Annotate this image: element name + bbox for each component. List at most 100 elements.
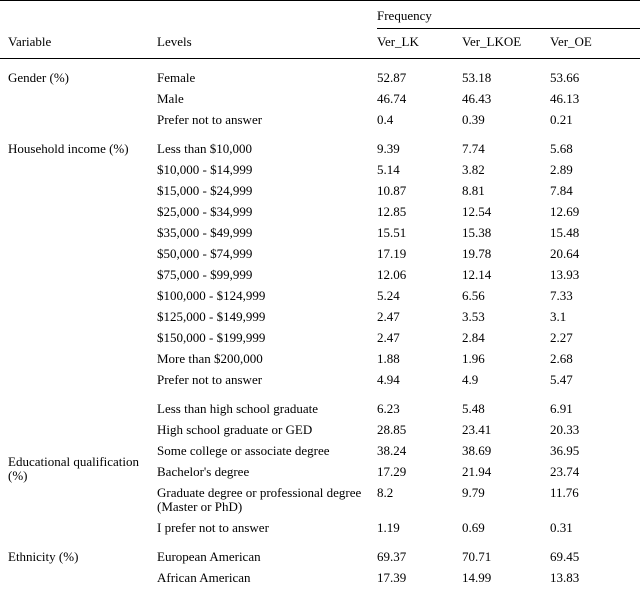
value-cell: 69.45 xyxy=(550,549,580,564)
variable-cell: Educational qualification (%) xyxy=(8,453,140,483)
value-cell: 2.47 xyxy=(377,330,400,345)
value-cell: 38.69 xyxy=(462,443,492,458)
value-cell: 14.99 xyxy=(462,570,492,585)
value-cell: 15.38 xyxy=(462,225,492,240)
value-cell: 13.83 xyxy=(550,570,580,585)
value-cell: 3.82 xyxy=(462,162,485,177)
level-cell: European American xyxy=(157,549,261,564)
value-cell: 53.18 xyxy=(462,70,492,85)
level-cell: $100,000 - $124,999 xyxy=(157,288,266,303)
value-cell: 46.13 xyxy=(550,91,580,106)
value-cell: 23.74 xyxy=(550,464,580,479)
level-cell: $15,000 - $24,999 xyxy=(157,183,253,198)
column-header-variable: Variable xyxy=(0,28,157,59)
spanner-row: Frequency xyxy=(0,0,640,29)
table-row: Educational qualification (%) Less than h… xyxy=(0,390,640,483)
value-cell: 3.1 xyxy=(550,309,567,324)
table-row: Household income (%) Less than $10,000 9.3… xyxy=(0,130,640,159)
frequency-spanner-label: Frequency xyxy=(377,0,640,29)
value-cell: 9.39 xyxy=(377,141,400,156)
table-row: Male 46.74 46.43 46.13 xyxy=(0,88,640,109)
value-cell: 21.94 xyxy=(462,464,492,479)
column-header-levels: Levels xyxy=(157,28,377,59)
value-cell: 2.84 xyxy=(462,330,485,345)
value-cell: 10.87 xyxy=(377,183,407,198)
value-cell: 15.48 xyxy=(550,225,580,240)
level-cell: $25,000 - $34,999 xyxy=(157,204,253,219)
frequency-table: Frequency Variable Levels Ver_LK Ver_LKO… xyxy=(0,0,640,589)
spanner-empty-cell xyxy=(157,0,377,29)
value-cell: 0.21 xyxy=(550,112,573,127)
value-cell: 17.19 xyxy=(377,246,407,261)
value-cell: 2.47 xyxy=(377,309,400,324)
table-row: $25,000 - $34,999 12.85 12.54 12.69 xyxy=(0,201,640,222)
value-cell: 5.47 xyxy=(550,372,573,387)
value-cell: 8.2 xyxy=(377,485,394,500)
value-cell: 2.27 xyxy=(550,330,573,345)
value-cell: 0.39 xyxy=(462,112,485,127)
value-cell: 12.69 xyxy=(550,204,580,219)
value-cell: 0.4 xyxy=(377,112,394,127)
table-row: I prefer not to answer 1.19 0.69 0.31 xyxy=(0,517,640,538)
value-cell: 12.14 xyxy=(462,267,492,282)
table-body: Gender (%) Female 52.87 53.18 53.66 Male 46.74… xyxy=(0,59,640,589)
column-header-ver-lkoe: Ver_LKOE xyxy=(462,28,550,59)
value-cell: 4.9 xyxy=(462,372,479,387)
level-cell: Bachelor's degree xyxy=(157,464,250,479)
table-row: $100,000 - $124,999 5.24 6.56 7.33 xyxy=(0,285,640,306)
value-cell: 15.51 xyxy=(377,225,407,240)
variable-cell: Household income (%) xyxy=(8,141,129,156)
level-cell: Some college or associate degree xyxy=(157,443,330,458)
value-cell: 3.53 xyxy=(462,309,485,324)
table-row: $15,000 - $24,999 10.87 8.81 7.84 xyxy=(0,180,640,201)
level-cell: Graduate degree or professional degree (… xyxy=(157,485,362,514)
table-row: $150,000 - $199,999 2.47 2.84 2.27 xyxy=(0,327,640,348)
value-cell: 12.06 xyxy=(377,267,407,282)
value-cell: 5.68 xyxy=(550,141,573,156)
table-row: Gender (%) Female 52.87 53.18 53.66 xyxy=(0,59,640,89)
value-cell: 69.37 xyxy=(377,549,407,564)
variable-cell: Gender (%) xyxy=(8,70,69,85)
level-cell: $35,000 - $49,999 xyxy=(157,225,253,240)
value-cell: 6.91 xyxy=(550,401,573,416)
value-cell: 7.33 xyxy=(550,288,573,303)
level-cell: $10,000 - $14,999 xyxy=(157,162,253,177)
table-row: $50,000 - $74,999 17.19 19.78 20.64 xyxy=(0,243,640,264)
table-row: African American 17.39 14.99 13.83 xyxy=(0,567,640,588)
value-cell: 1.96 xyxy=(462,351,485,366)
value-cell: 19.78 xyxy=(462,246,492,261)
value-cell: 6.23 xyxy=(377,401,400,416)
value-cell: 70.71 xyxy=(462,549,492,564)
value-cell: 20.33 xyxy=(550,422,580,437)
value-cell: 11.76 xyxy=(550,485,579,500)
value-cell: 8.81 xyxy=(462,183,485,198)
level-cell: Prefer not to answer xyxy=(157,112,263,127)
value-cell: 7.84 xyxy=(550,183,573,198)
table-row: Ethnicity (%) European American 69.37 70.71… xyxy=(0,538,640,567)
value-cell: 7.74 xyxy=(462,141,485,156)
value-cell: 1.88 xyxy=(377,351,400,366)
table-row: $10,000 - $14,999 5.14 3.82 2.89 xyxy=(0,159,640,180)
table-row: $125,000 - $149,999 2.47 3.53 3.1 xyxy=(0,306,640,327)
value-cell: 0.69 xyxy=(462,520,485,535)
level-cell: High school graduate or GED xyxy=(157,422,313,437)
level-cell: $75,000 - $99,999 xyxy=(157,267,253,282)
level-cell: Male xyxy=(157,91,184,106)
value-cell: 12.54 xyxy=(462,204,492,219)
value-cell: 6.56 xyxy=(462,288,485,303)
table-row: Prefer not to answer 4.94 4.9 5.47 xyxy=(0,369,640,390)
variable-cell: Ethnicity (%) xyxy=(8,549,79,564)
table-row: $75,000 - $99,999 12.06 12.14 13.93 xyxy=(0,264,640,285)
value-cell: 46.43 xyxy=(462,91,492,106)
value-cell: 5.24 xyxy=(377,288,400,303)
level-cell: Less than $10,000 xyxy=(157,141,252,156)
value-cell: 12.85 xyxy=(377,204,407,219)
value-cell: 52.87 xyxy=(377,70,407,85)
value-cell: 23.41 xyxy=(462,422,492,437)
value-cell: 5.14 xyxy=(377,162,400,177)
level-cell: $150,000 - $199,999 xyxy=(157,330,266,345)
value-cell: 17.29 xyxy=(377,464,407,479)
level-cell: More than $200,000 xyxy=(157,351,263,366)
table-row: More than $200,000 1.88 1.96 2.68 xyxy=(0,348,640,369)
value-cell: 5.48 xyxy=(462,401,485,416)
